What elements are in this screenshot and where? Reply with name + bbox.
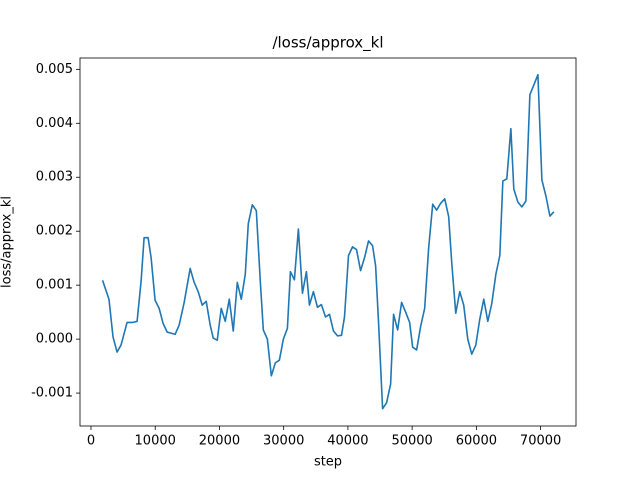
data-line bbox=[101, 73, 555, 410]
y-tick-label: 0.001 bbox=[36, 278, 73, 293]
y-tick-label: 0.005 bbox=[36, 62, 73, 77]
x-tick-label: 60000 bbox=[456, 434, 497, 449]
y-tick-label: 0.002 bbox=[36, 224, 73, 239]
x-tick-label: 30000 bbox=[263, 434, 304, 449]
y-axis-label: loss/approx_kl bbox=[0, 196, 15, 288]
y-tick-label: -0.001 bbox=[31, 386, 73, 401]
x-tick-label: 20000 bbox=[199, 434, 240, 449]
y-tick-label: 0.004 bbox=[36, 116, 73, 131]
x-tick-label: 10000 bbox=[135, 434, 176, 449]
x-tick-label: 0 bbox=[87, 434, 95, 449]
chart-title: /loss/approx_kl bbox=[272, 34, 383, 53]
plot-frame bbox=[79, 57, 577, 427]
x-tick-label: 40000 bbox=[327, 434, 368, 449]
x-tick-label: 70000 bbox=[520, 434, 561, 449]
y-tick-label: 0.000 bbox=[36, 332, 73, 347]
x-tick-label: 50000 bbox=[391, 434, 432, 449]
y-tick-label: 0.003 bbox=[36, 170, 73, 185]
x-axis-label: step bbox=[314, 455, 342, 470]
